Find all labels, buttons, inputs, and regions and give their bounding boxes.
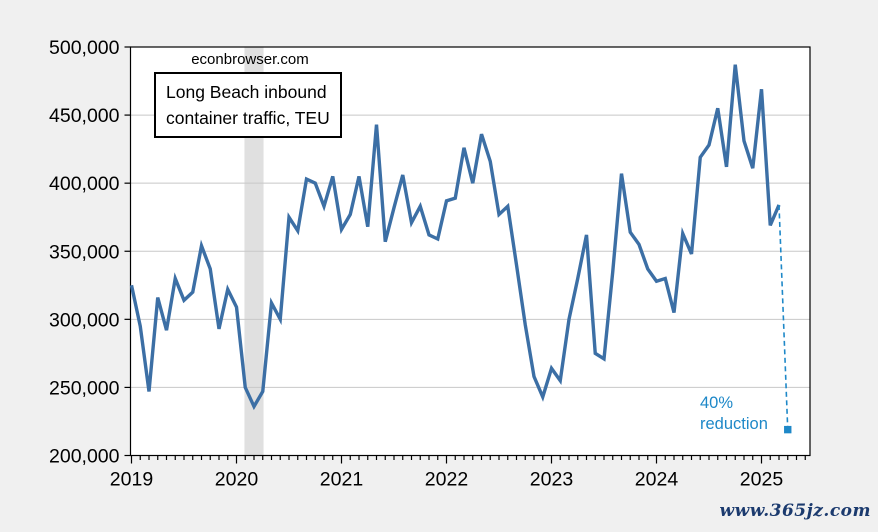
x-axis-label: 2024 bbox=[635, 469, 679, 491]
annotation-line2: reduction bbox=[700, 415, 768, 433]
chart-title-box: Long Beach inbound container traffic, TE… bbox=[154, 72, 342, 138]
projection-dashed-line bbox=[778, 204, 789, 430]
watermark: www.365jz.com bbox=[719, 501, 871, 521]
x-axis-label: 2023 bbox=[530, 469, 573, 491]
projection-annotation: 40% reduction bbox=[700, 393, 768, 435]
annotation-line1: 40% bbox=[700, 394, 734, 412]
source-label: econbrowser.com bbox=[191, 51, 309, 68]
y-axis-label: 300,000 bbox=[49, 309, 120, 331]
y-axis-label: 500,000 bbox=[49, 37, 120, 59]
chart-title-line1: Long Beach inbound bbox=[166, 82, 327, 102]
y-axis-label: 250,000 bbox=[49, 377, 120, 399]
x-axis-label: 2021 bbox=[320, 469, 363, 491]
y-axis-label: 450,000 bbox=[49, 105, 120, 127]
x-axis-label: 2019 bbox=[110, 469, 153, 491]
y-axis-label: 350,000 bbox=[49, 241, 120, 263]
series-line bbox=[129, 64, 781, 411]
y-axis-label: 400,000 bbox=[49, 173, 120, 195]
chart-title-line2: container traffic, TEU bbox=[166, 108, 330, 128]
y-axis-label: 200,000 bbox=[49, 446, 120, 468]
x-axis-label: 2022 bbox=[425, 469, 468, 491]
x-axis-label: 2020 bbox=[215, 469, 259, 491]
x-axis-label: 2025 bbox=[740, 469, 784, 491]
projection-marker bbox=[784, 425, 792, 434]
